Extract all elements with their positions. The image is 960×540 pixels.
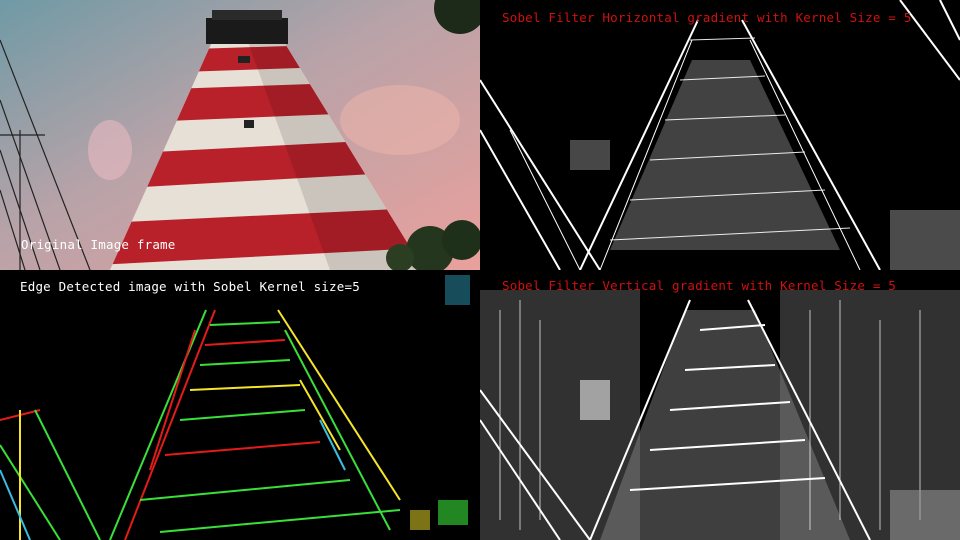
horizontal-gradient-image [480, 0, 960, 270]
edge-detected-image [0, 270, 480, 540]
vertical-gradient-image [480, 270, 960, 540]
original-lighthouse-image [0, 0, 480, 270]
horizontal-gradient-caption: Sobel Filter Horizontal gradient with Ke… [502, 10, 912, 25]
vertical-gradient-panel: Sobel Filter Vertical gradient with Kern… [480, 270, 960, 540]
original-frame-panel: Original Image frame [0, 0, 480, 270]
edge-detected-panel: Edge Detected image with Sobel Kernel si… [0, 270, 480, 540]
edge-detected-caption: Edge Detected image with Sobel Kernel si… [20, 279, 360, 294]
original-frame-caption: Original Image frame [21, 237, 176, 252]
horizontal-gradient-panel: Sobel Filter Horizontal gradient with Ke… [480, 0, 960, 270]
vertical-gradient-caption: Sobel Filter Vertical gradient with Kern… [502, 278, 897, 293]
